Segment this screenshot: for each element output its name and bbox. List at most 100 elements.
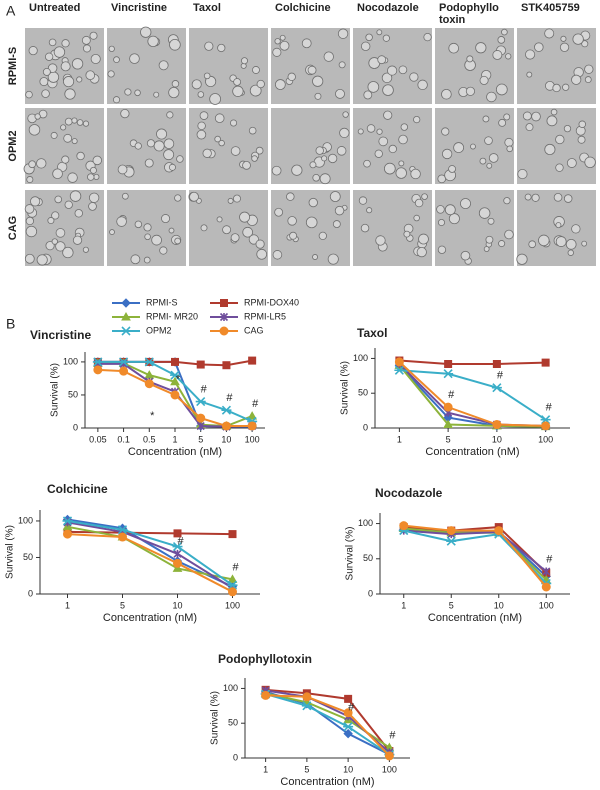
- marker: [195, 396, 206, 407]
- cell: [51, 238, 58, 245]
- cell: [552, 83, 561, 93]
- cell: [572, 33, 584, 45]
- x-tick-label: 0.05: [89, 434, 107, 444]
- cell: [85, 70, 96, 80]
- cell: [398, 160, 405, 167]
- cell: [321, 155, 328, 162]
- cell: [214, 135, 221, 143]
- cell: [74, 209, 83, 218]
- cell: [218, 139, 225, 147]
- cell: [538, 234, 550, 247]
- series-line: [398, 364, 546, 428]
- cell: [562, 83, 570, 91]
- x-tick-label: 100: [538, 434, 553, 444]
- cell: [39, 77, 49, 87]
- micrograph: [271, 28, 350, 104]
- panel-label: B: [6, 316, 15, 332]
- cell: [342, 111, 349, 118]
- cell: [287, 216, 297, 226]
- cell: [252, 66, 260, 74]
- x-tick-label: 5: [198, 434, 203, 444]
- cell: [143, 256, 151, 264]
- cell: [109, 229, 115, 235]
- cell: [584, 64, 594, 74]
- cell: [249, 84, 262, 97]
- cell: [555, 236, 567, 247]
- cell: [52, 168, 63, 180]
- y-axis-label: Survival (%): [340, 361, 351, 415]
- cell: [482, 115, 490, 123]
- cell: [144, 158, 154, 168]
- cell: [363, 90, 373, 100]
- cell: [156, 128, 168, 140]
- cell: [504, 137, 514, 148]
- cell: [82, 120, 90, 127]
- micrograph: [271, 190, 350, 266]
- cell: [563, 124, 572, 133]
- x-axis-label: Concentration (nM): [128, 446, 222, 458]
- cell: [437, 245, 447, 254]
- cell: [437, 219, 446, 227]
- cell: [93, 173, 100, 180]
- annotation: #: [497, 370, 504, 382]
- cell: [329, 191, 341, 202]
- annotation: *: [176, 374, 181, 386]
- cell: [26, 176, 34, 184]
- series-line: [265, 694, 391, 757]
- cell: [528, 240, 537, 249]
- marker: [196, 360, 205, 369]
- y-axis-label: Survival (%): [345, 527, 356, 581]
- marker: [121, 298, 131, 308]
- cell: [92, 155, 103, 166]
- marker: [93, 365, 103, 375]
- cell: [337, 28, 349, 39]
- cell: [163, 138, 175, 150]
- y-axis-label: Survival (%): [5, 525, 16, 579]
- cell: [534, 42, 544, 52]
- column-header: Nocodazole: [357, 2, 419, 14]
- cell: [486, 91, 497, 103]
- cell: [196, 129, 207, 140]
- cell: [255, 146, 264, 155]
- cell: [560, 35, 567, 42]
- cell: [301, 38, 312, 49]
- annotation: #: [252, 398, 259, 410]
- cell: [108, 45, 115, 53]
- cell: [199, 111, 209, 120]
- cell: [436, 205, 445, 214]
- cell: [584, 156, 596, 168]
- cell: [36, 254, 48, 266]
- cell: [544, 143, 556, 155]
- cell: [571, 74, 582, 85]
- cell: [89, 166, 97, 174]
- annotation: #: [232, 561, 239, 573]
- cell: [546, 115, 558, 127]
- cell: [28, 160, 37, 169]
- cell: [484, 136, 493, 145]
- marker: [301, 701, 312, 711]
- cell: [143, 223, 152, 232]
- cell: [240, 57, 248, 65]
- column-header: Colchicine: [275, 2, 331, 14]
- marker: [196, 421, 205, 431]
- cell: [550, 108, 558, 116]
- cell: [314, 92, 322, 100]
- cell: [163, 149, 175, 161]
- marker: [228, 587, 237, 597]
- cell: [71, 138, 78, 145]
- cell: [378, 136, 389, 147]
- y-tick-label: 100: [353, 353, 368, 363]
- cell: [222, 225, 232, 235]
- y-tick-label: 0: [368, 588, 373, 598]
- marker: [443, 369, 454, 379]
- cell: [88, 202, 97, 211]
- marker: [63, 518, 72, 527]
- cell: [289, 231, 298, 240]
- cell: [42, 67, 51, 76]
- cell: [503, 113, 511, 121]
- marker: [221, 405, 232, 415]
- panel-label: A: [6, 3, 16, 19]
- marker: [63, 529, 72, 539]
- series-line: [403, 529, 547, 573]
